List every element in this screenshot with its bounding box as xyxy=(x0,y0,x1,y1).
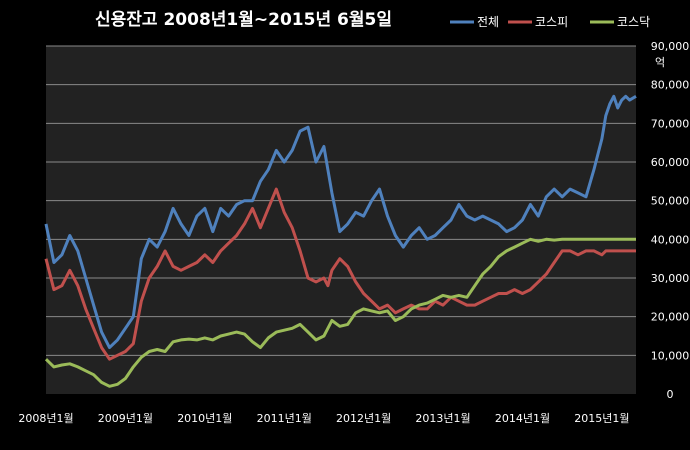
series-lines xyxy=(44,94,637,388)
x-tick-label-5: 2013년1월 xyxy=(415,412,470,425)
x-axis-ticks: 2008년1월 2009년1월 2010년1월 2011년1월 2012년1월 2013년… xyxy=(18,412,629,425)
series-line-2 xyxy=(44,237,636,388)
legend-label-2: 코스닥 xyxy=(617,15,650,29)
x-tick-label-6: 2014년1월 xyxy=(495,412,550,425)
legend-label-0: 전체 xyxy=(477,15,499,29)
x-tick-label-0: 2008년1월 xyxy=(18,412,73,425)
y-tick-label-2: 20,000 xyxy=(651,311,690,324)
y-tick-label-8: 80,000 xyxy=(651,79,690,92)
x-tick-label-2: 2010년1월 xyxy=(177,412,232,425)
y-tick-label-3: 30,000 xyxy=(651,272,690,285)
y-tick-label-1: 10,000 xyxy=(651,349,690,362)
x-tick-label-7: 2015년1월 xyxy=(574,412,629,425)
y-tick-label-7: 70,000 xyxy=(651,117,690,130)
x-tick-label-3: 2011년1월 xyxy=(257,412,312,425)
y-axis-ticks: 0 10,000 20,000 30,000 40,000 50,000 60,000 70,… xyxy=(651,40,690,401)
y-tick-label-6: 60,000 xyxy=(651,156,690,169)
legend: 전체 코스피 코스닥 xyxy=(450,15,650,29)
legend-label-1: 코스피 xyxy=(535,15,568,29)
x-tick-label-4: 2012년1월 xyxy=(336,412,391,425)
plot-area xyxy=(46,46,636,394)
chart-title: 신용잔고 2008년1월~2015년 6월5일 xyxy=(95,10,392,30)
y-tick-label-9: 90,000 xyxy=(651,40,690,53)
y-axis-unit: 억 xyxy=(655,56,665,69)
gridlines xyxy=(46,45,636,356)
series-line-1 xyxy=(44,187,636,361)
y-tick-label-0: 0 xyxy=(667,388,674,401)
y-tick-label-5: 50,000 xyxy=(651,195,690,208)
series-line-0 xyxy=(44,94,637,350)
y-tick-label-4: 40,000 xyxy=(651,233,690,246)
x-tick-label-1: 2009년1월 xyxy=(98,412,153,425)
